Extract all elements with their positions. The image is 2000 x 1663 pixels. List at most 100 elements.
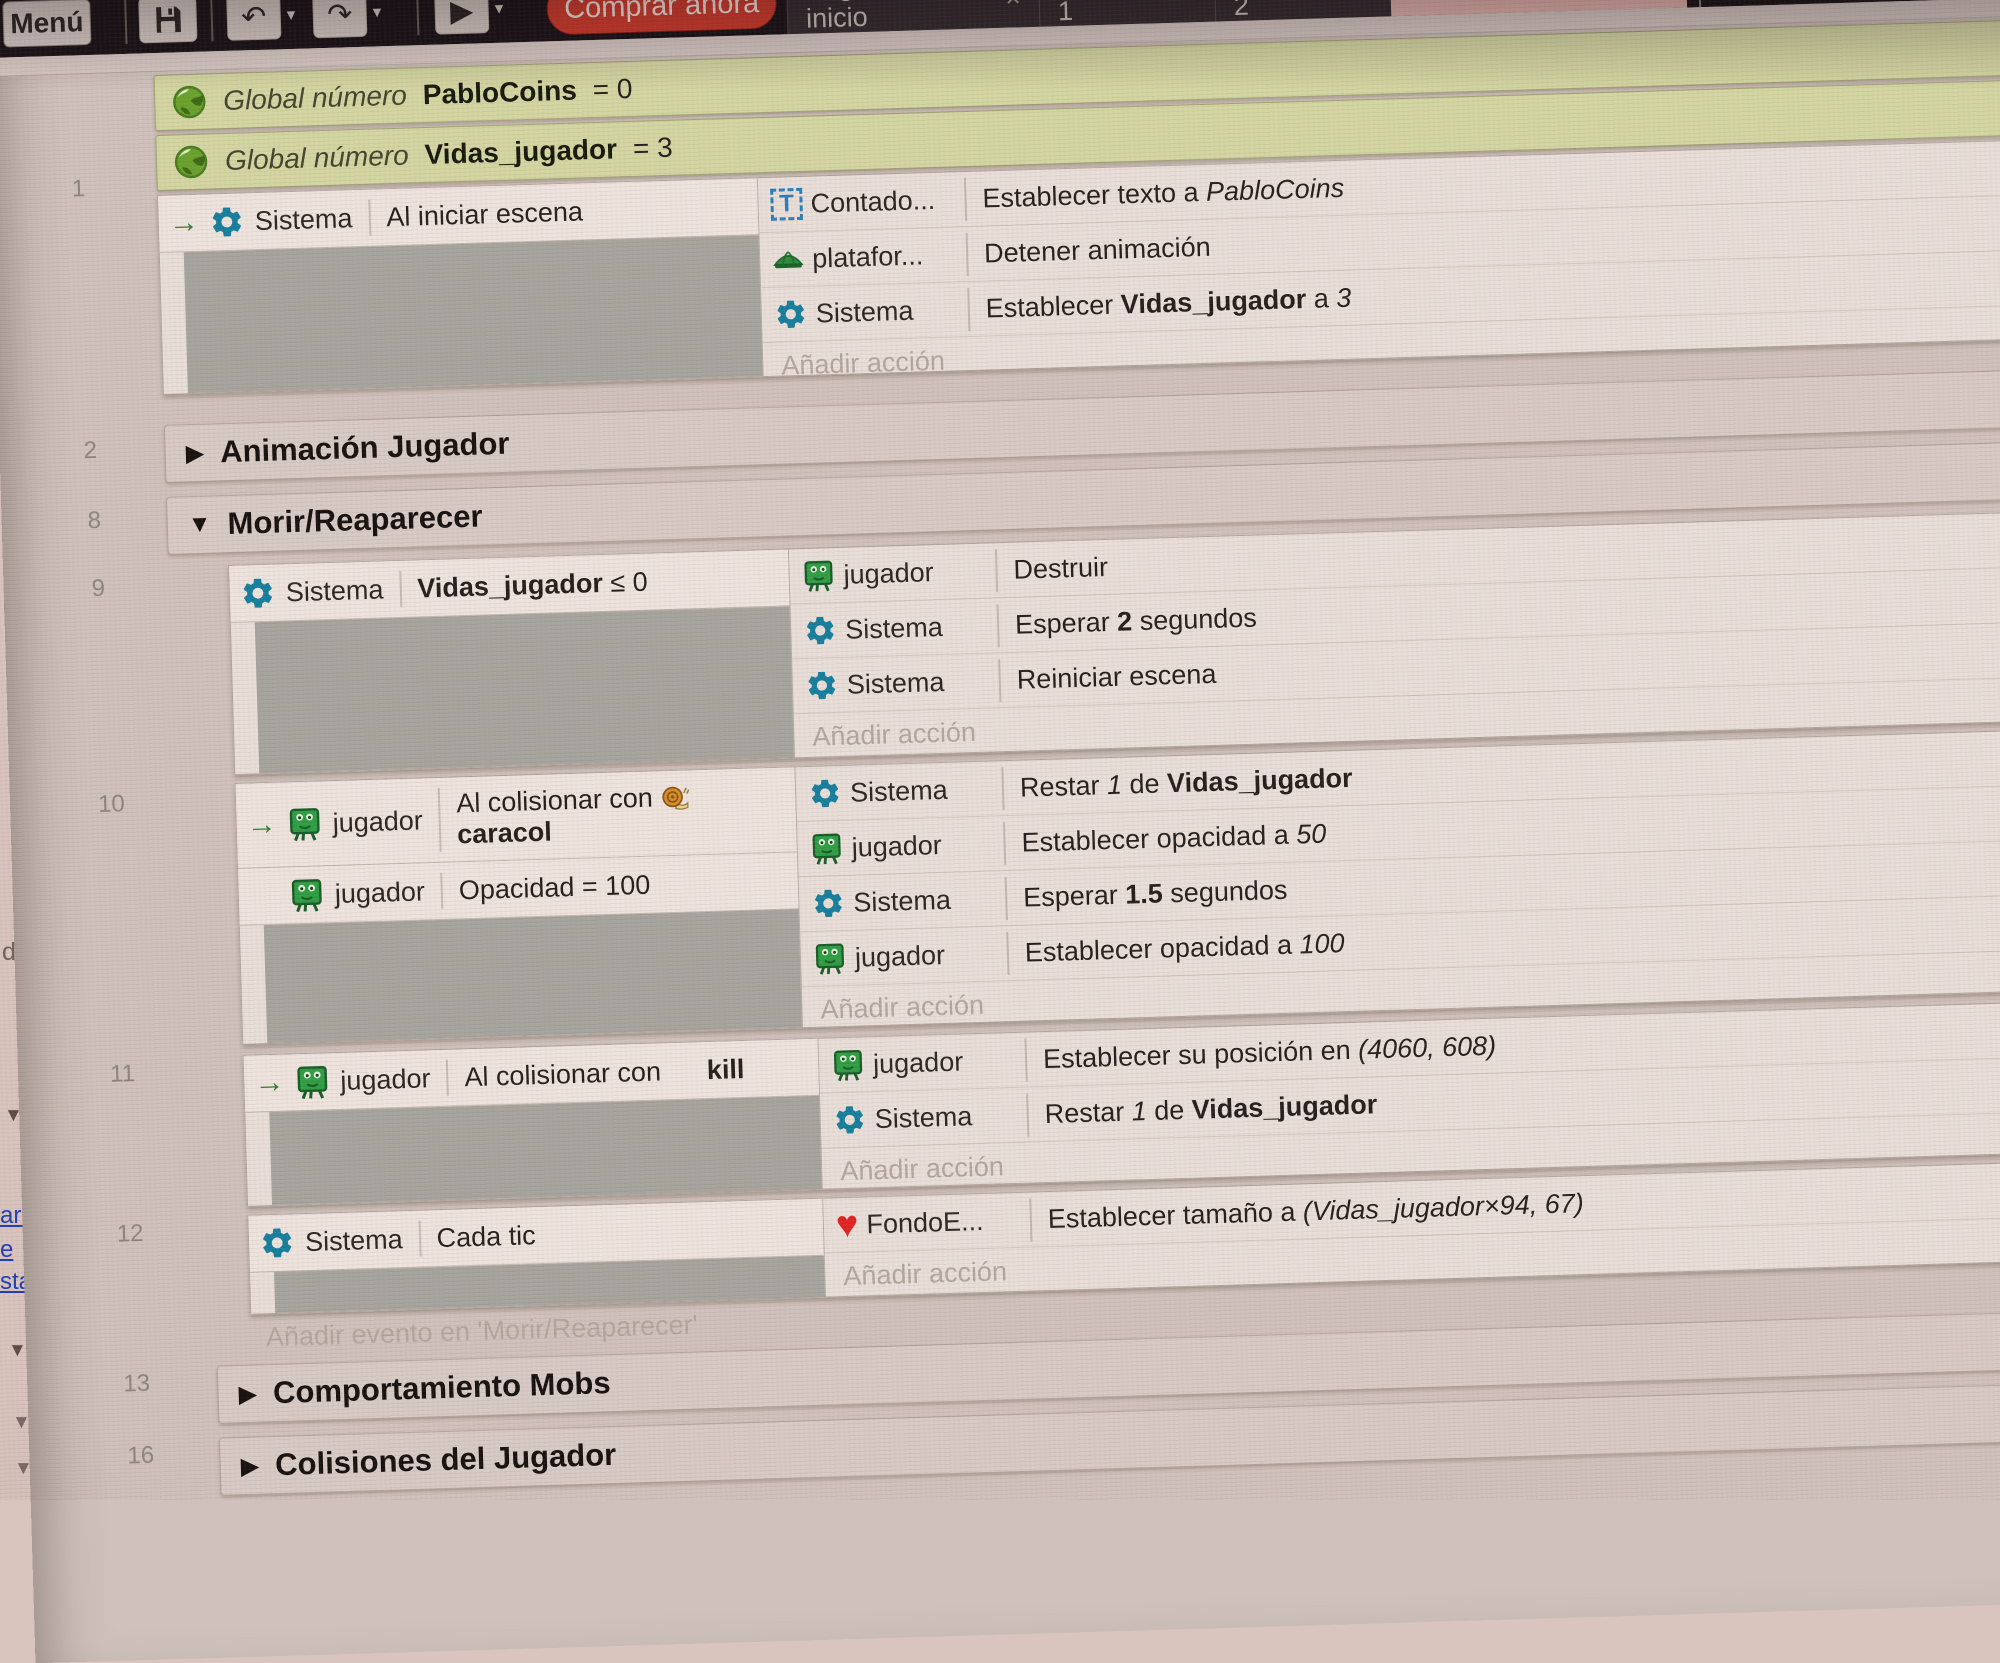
group-expanded-icon[interactable]: ▼ — [187, 510, 212, 539]
trigger-arrow-icon: → — [168, 205, 200, 240]
event-filler — [269, 1095, 822, 1206]
undo-icon: ↶ — [240, 0, 267, 34]
buy-now-button[interactable]: Comprar ahora — [545, 0, 778, 36]
redo-button[interactable]: ↷ — [312, 0, 368, 39]
action-text: Esperar — [1014, 606, 1118, 640]
system-gear-icon — [773, 297, 808, 332]
undo-button[interactable]: ↶ — [226, 0, 282, 41]
background-link-2[interactable]: e — [0, 1236, 14, 1263]
action-object: jugador — [872, 1045, 964, 1079]
play-dropdown-icon[interactable]: ▾ — [494, 0, 504, 18]
close-icon[interactable]: × — [1357, 0, 1373, 3]
group-collapsed-icon[interactable]: ▶ — [240, 1452, 260, 1480]
global-variable-kind: Global número — [224, 139, 410, 176]
heart-object-icon: ♥ — [835, 1203, 860, 1247]
action-expression: 3 — [1335, 282, 1352, 313]
action-object: Sistema — [846, 666, 945, 700]
menu-button-label: Menú — [9, 6, 84, 40]
chevron-down-icon[interactable]: ▼ — [8, 1340, 27, 1361]
condition-object: Sistema — [304, 1223, 404, 1257]
action-object: Sistema — [874, 1100, 973, 1134]
save-icon — [150, 2, 185, 37]
global-variable-kind: Global número — [222, 79, 408, 117]
group-collapsed-icon[interactable]: ▶ — [238, 1380, 258, 1408]
condition-text: Al colisionar con kill — [463, 1053, 745, 1092]
event-block-9: Sistema Vidas_jugador ≤ 0 jugador Destru… — [228, 509, 2000, 775]
event-number-12: 12 — [116, 1219, 144, 1248]
event-filler — [183, 235, 763, 394]
close-icon[interactable]: × — [1005, 0, 1021, 13]
toolbar-separator — [210, 0, 214, 42]
system-gear-icon — [239, 575, 276, 612]
play-button[interactable]: ▶ — [434, 0, 490, 35]
group-collapsed-icon[interactable]: ▶ — [185, 439, 205, 467]
global-variable-value: = 0 — [592, 72, 633, 106]
undo-dropdown-icon[interactable]: ▾ — [286, 4, 296, 25]
event-number-11: 11 — [109, 1060, 136, 1088]
action-text: Establecer — [985, 288, 1122, 323]
action-text: Establecer opacidad a — [1024, 928, 1300, 968]
action-variable: Vidas_jugador — [1120, 283, 1307, 319]
condition-object: Sistema — [285, 573, 384, 607]
action-object: Contado... — [810, 184, 936, 219]
action-object: Sistema — [849, 774, 949, 808]
event-number-16: 16 — [127, 1441, 155, 1470]
group-title: Colisiones del Jugador — [274, 1436, 617, 1483]
system-gear-icon — [808, 776, 843, 811]
condition-object: jugador — [334, 875, 426, 909]
condition-text: Al colisionar con caracol — [456, 781, 692, 850]
action-text: Restar — [1044, 1096, 1133, 1129]
event-number-8: 8 — [87, 506, 102, 535]
chevron-down-icon[interactable]: ▼ — [12, 1412, 31, 1433]
condition-text: Cada tic — [436, 1219, 537, 1253]
event-filler — [254, 606, 795, 774]
close-icon[interactable]: × — [1181, 0, 1197, 8]
menu-button[interactable]: Menú — [2, 0, 92, 48]
action-text: Esperar — [1022, 879, 1126, 913]
action-object: Sistema — [815, 295, 914, 329]
system-gear-icon — [259, 1224, 296, 1261]
system-gear-icon — [811, 886, 846, 921]
add-event-link[interactable]: Añadir evento en 'Morir/Reaparecer' — [265, 1309, 699, 1353]
event-10-condition-1[interactable]: → jugador Al colisionar con caracol — [235, 767, 797, 869]
globe-icon — [173, 143, 210, 180]
action-text: Establecer opacidad a — [1021, 819, 1297, 858]
event-number-2: 2 — [83, 436, 98, 465]
event-number-10: 10 — [97, 790, 126, 819]
event-number-9: 9 — [91, 574, 106, 603]
redo-dropdown-icon[interactable]: ▾ — [372, 2, 382, 22]
player-sprite-icon — [286, 805, 323, 842]
action-object: FondoE... — [865, 1205, 984, 1239]
condition-text: Al iniciar escena — [385, 195, 584, 232]
event-number-1: 1 — [71, 175, 86, 203]
condition-text: Vidas_jugador ≤ 0 — [416, 566, 649, 603]
action-object: Sistema — [844, 611, 944, 645]
global-variable-name: Vidas_jugador — [424, 133, 618, 171]
action-text: Reiniciar escena — [1016, 658, 1217, 695]
group-title: Animación Jugador — [219, 425, 510, 470]
event-number-13: 13 — [122, 1369, 151, 1398]
system-gear-icon — [208, 203, 245, 240]
action-text: Destruir — [1013, 551, 1109, 585]
chevron-down-icon[interactable]: ▼ — [4, 1105, 23, 1126]
player-sprite-icon — [801, 558, 836, 593]
chevron-down-icon[interactable]: ▼ — [14, 1458, 33, 1479]
buy-now-label: Comprar ahora — [563, 0, 760, 25]
toolbar-separator — [416, 0, 420, 36]
condition-text: Opacidad = 100 — [458, 869, 651, 905]
toolbar-separator — [124, 0, 128, 44]
action-object: Sistema — [852, 884, 952, 918]
global-variable-name: PabloCoins — [422, 74, 578, 111]
text-object-icon: T — [770, 187, 804, 221]
action-object: jugador — [854, 939, 946, 973]
action-text: Detener animación — [983, 231, 1212, 268]
action-text: Establecer tamaño a — [1047, 1195, 1304, 1234]
group-title: Morir/Reaparecer — [227, 498, 484, 542]
save-button[interactable] — [138, 0, 198, 44]
globe-icon — [171, 83, 208, 120]
player-sprite-icon — [809, 831, 844, 866]
system-gear-icon — [804, 668, 839, 703]
action-text: Establecer su posición en — [1042, 1034, 1359, 1074]
event-block-10: → jugador Al colisionar con caracol juga… — [234, 727, 2000, 1045]
condition-object: jugador — [339, 1062, 431, 1096]
